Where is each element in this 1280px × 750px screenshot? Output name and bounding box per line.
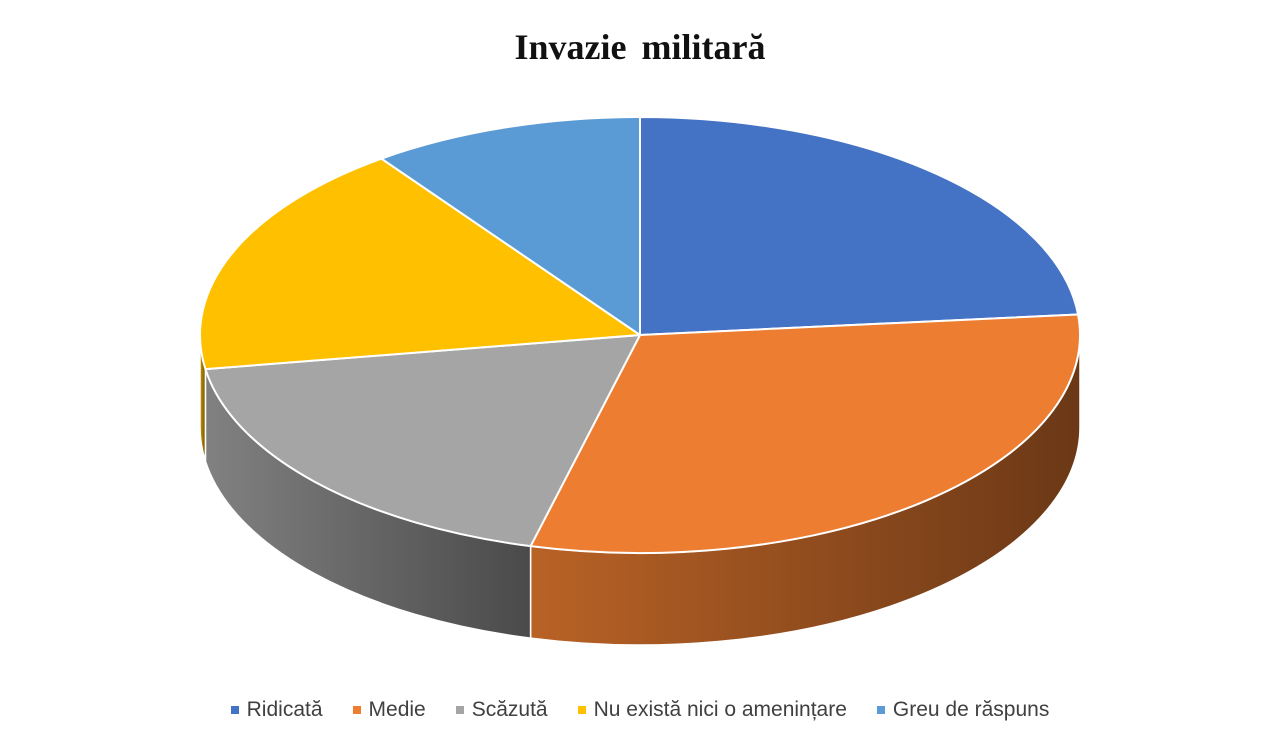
legend-item-3: Nu există nici o amenințare <box>577 698 847 722</box>
legend: Ridicată Medie Scăzută Nu există nici o ame… <box>0 698 1280 722</box>
pie-slices <box>199 116 1081 554</box>
pie-slice-2 <box>204 334 641 548</box>
legend-swatch-1 <box>352 706 361 714</box>
legend-label-0: Ridicată <box>246 698 323 721</box>
pie-plot-area <box>199 116 1081 646</box>
legend-swatch-4 <box>876 706 885 714</box>
legend-label-3: Nu există nici o amenințare <box>593 698 847 721</box>
legend-item-4: Greu de răspuns <box>876 698 1050 722</box>
pie-slice-3 <box>199 157 641 371</box>
legend-label-2: Scăzută <box>471 698 548 721</box>
legend-swatch-2 <box>455 706 464 714</box>
pie-slice-1 <box>529 313 1081 554</box>
legend-swatch-3 <box>577 706 586 714</box>
legend-item-0: Ridicată <box>230 698 323 722</box>
legend-label-1: Medie <box>368 698 426 721</box>
chart-title: Invazie militară <box>514 27 766 67</box>
legend-label-4: Greu de răspuns <box>892 698 1050 721</box>
legend-item-2: Scăzută <box>455 698 548 722</box>
legend-item-1: Medie <box>352 698 426 722</box>
legend-swatch-0 <box>230 706 239 714</box>
pie-slice-4 <box>380 116 641 336</box>
pie-slice-0 <box>639 116 1080 336</box>
